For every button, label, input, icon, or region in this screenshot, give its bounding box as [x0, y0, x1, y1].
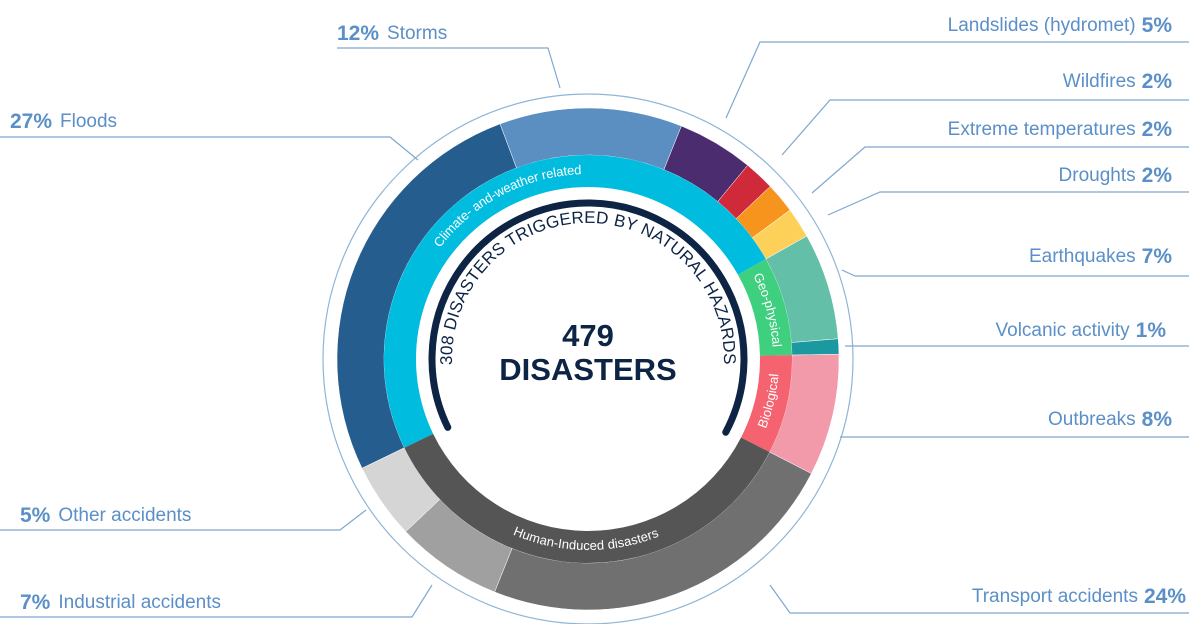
- leader-line: [769, 584, 1189, 614]
- segment-percent: 7%: [1142, 245, 1173, 268]
- segment-percent: 27%: [10, 110, 52, 133]
- segment-label: Extreme temperatures 2%: [948, 118, 1173, 141]
- segment-percent: 7%: [20, 591, 51, 614]
- segment-percent: 24%: [1144, 585, 1186, 608]
- segment-percent: 8%: [1142, 408, 1173, 431]
- segment-name: Industrial accidents: [58, 592, 221, 613]
- segment-name: Transport accidents: [972, 586, 1138, 607]
- group-arc: [737, 259, 792, 356]
- segment-name: Wildfires: [1063, 71, 1136, 92]
- segment-name: Outbreaks: [1048, 409, 1136, 430]
- segment-label: 12% Storms: [337, 22, 447, 45]
- group-arc: [384, 155, 766, 448]
- segment-label: 5% Other accidents: [20, 504, 191, 527]
- segment-label: Outbreaks 8%: [1048, 408, 1172, 431]
- segment-label: Landslides (hydromet) 5%: [948, 14, 1173, 37]
- leader-line: [0, 584, 433, 618]
- segment-percent: 1%: [1136, 319, 1167, 342]
- center-value: 479: [562, 318, 614, 353]
- segment-percent: 2%: [1142, 70, 1173, 93]
- segment-percent: 5%: [20, 504, 51, 527]
- center-label: DISASTERS: [499, 352, 676, 387]
- segment-percent: 2%: [1142, 164, 1173, 187]
- segment-label: 27% Floods: [10, 110, 117, 133]
- leader-line: [827, 191, 1189, 216]
- segment-label: Droughts 2%: [1059, 164, 1173, 187]
- segment-label: Earthquakes 7%: [1029, 245, 1172, 268]
- segment-label: 7% Industrial accidents: [20, 591, 221, 614]
- segment-name: Storms: [387, 23, 447, 44]
- segment-name: Volcanic activity: [996, 320, 1131, 341]
- segment-label: Wildfires 2%: [1063, 70, 1173, 93]
- leader-line: [725, 41, 1189, 119]
- group-arc: [741, 355, 792, 453]
- segment-name: Extreme temperatures: [948, 119, 1136, 140]
- outer-ring-line: [322, 93, 854, 624]
- segment-name: Earthquakes: [1029, 246, 1136, 267]
- segment-percent: 2%: [1142, 118, 1173, 141]
- leader-line: [781, 99, 1189, 156]
- segment-label: Transport accidents 24%: [972, 585, 1187, 608]
- segment-percent: 5%: [1142, 14, 1173, 37]
- segment-name: Droughts: [1059, 165, 1136, 186]
- leader-line: [811, 146, 1189, 194]
- segment-name: Floods: [60, 111, 117, 132]
- leader-line: [0, 509, 367, 531]
- segment-name: Other accidents: [58, 505, 191, 526]
- segment: [361, 447, 441, 532]
- leader-line: [0, 136, 419, 161]
- natural-hazards-arc: [428, 199, 748, 436]
- segment-label: Volcanic activity 1%: [996, 319, 1167, 342]
- segment-percent: 12%: [337, 22, 379, 45]
- leader-line: [337, 47, 561, 89]
- leader-line: [841, 269, 1189, 277]
- group-arc: [404, 433, 770, 563]
- segment-name: Landslides (hydromet): [948, 15, 1136, 36]
